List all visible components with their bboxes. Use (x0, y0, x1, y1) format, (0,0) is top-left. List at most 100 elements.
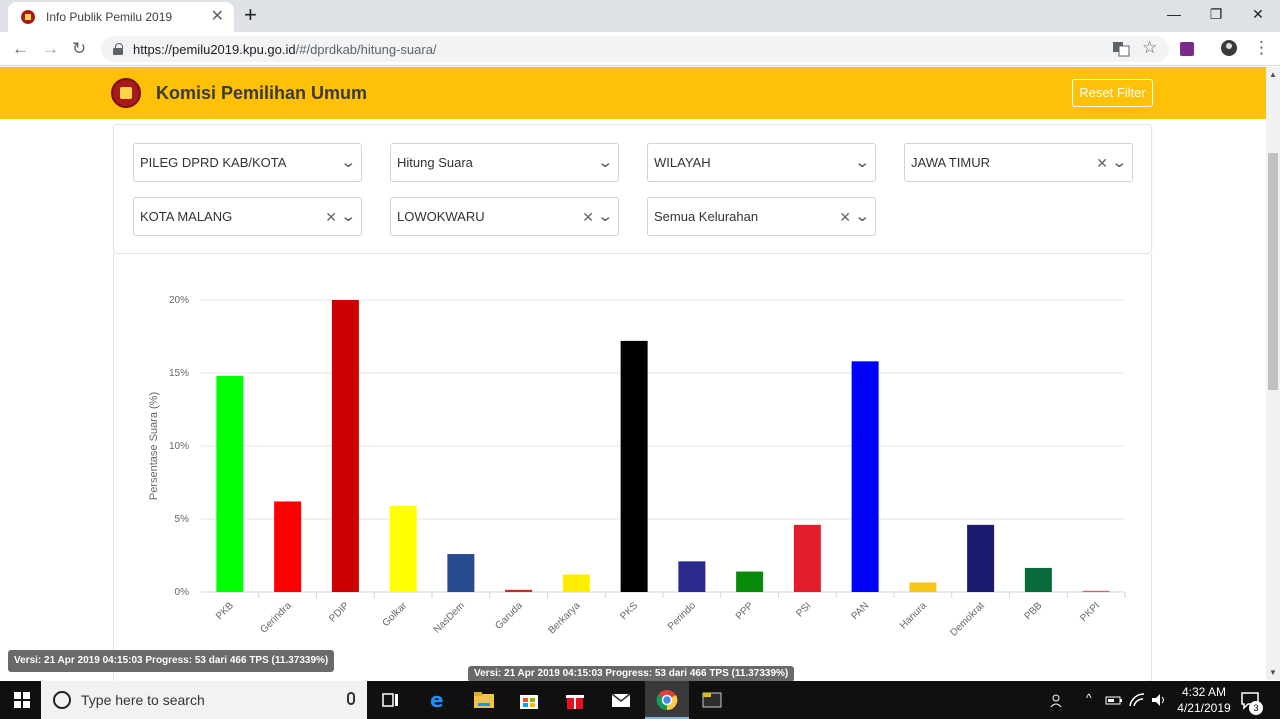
scrollbar-thumb[interactable] (1268, 153, 1278, 390)
reload-icon[interactable]: ↻ (72, 39, 87, 58)
people-icon[interactable] (1050, 689, 1066, 711)
action-center-icon[interactable] (1240, 689, 1260, 711)
version-tooltip: Versi: 21 Apr 2019 04:15:03 Progress: 53… (468, 666, 795, 682)
y-axis-label: Persentase Suara (%) (148, 392, 160, 500)
x-tick-label: PBB (1023, 600, 1045, 622)
bar-perindo (678, 561, 706, 592)
address-bar: ← → ↻ https://pemilu2019.kpu.go.id/#/dpr… (0, 32, 1280, 66)
version-badge: Versi: 21 Apr 2019 04:15:03 Progress: 53… (8, 650, 335, 672)
bar-garuda (505, 589, 533, 592)
bar-golkar (389, 505, 417, 592)
forward-icon[interactable]: → (42, 39, 59, 58)
battery-icon[interactable] (1105, 689, 1123, 711)
clear-icon[interactable]: ✕ (325, 209, 337, 225)
province-select[interactable]: JAWA TIMUR ✕ ⌄ (904, 143, 1133, 182)
x-tick-label: PAN (849, 600, 871, 622)
microphone-icon[interactable] (347, 692, 355, 705)
district-value: LOWOKWARU (397, 209, 485, 224)
mode-select[interactable]: Hitung Suara ⌄ (390, 143, 619, 182)
clock-date: 4/21/2019 (1177, 701, 1231, 715)
minimize-icon[interactable]: — (1167, 6, 1181, 22)
tray-chevron-up-icon[interactable]: ^ (1086, 691, 1092, 705)
store-icon[interactable] (518, 689, 540, 711)
province-value: JAWA TIMUR (911, 155, 990, 170)
scope-select[interactable]: WILAYAH ⌄ (647, 143, 876, 182)
x-tick-label: Hanura (898, 600, 929, 631)
svg-text:e: e (430, 689, 444, 711)
election-type-select[interactable]: PILEG DPRD KAB/KOTA ⌄ (133, 143, 362, 182)
gift-icon[interactable] (564, 689, 586, 711)
scroll-down-icon[interactable]: ▼ (1269, 668, 1277, 677)
y-tick-label: 5% (175, 514, 190, 525)
village-select[interactable]: Semua Kelurahan ✕ ⌄ (647, 197, 876, 236)
clear-icon[interactable]: ✕ (1096, 155, 1108, 171)
site-title: Komisi Pemilihan Umum (156, 83, 368, 103)
cortana-icon (53, 691, 71, 709)
window-close-icon[interactable]: ✕ (1252, 6, 1264, 22)
new-tab-icon[interactable]: + (244, 2, 257, 27)
bar-demokrat (967, 524, 995, 592)
vote-bar-chart: 0% 5% 10% 15% 20% Persentase Suara (%) PKB Geri… (148, 295, 1126, 639)
chrome-taskbar-button[interactable] (645, 681, 689, 719)
browser-tab-bar: Info Publik Pemilu 2019 ✕ + — ❐ ✕ (0, 0, 1280, 32)
bar-pkb (216, 375, 244, 592)
bookmark-star-icon[interactable]: ☆ (1142, 38, 1158, 57)
lock-icon (113, 43, 123, 55)
bar-nasdem (447, 554, 475, 592)
taskbar-search-input[interactable]: Type here to search (41, 681, 367, 719)
profile-avatar-icon[interactable] (1220, 39, 1238, 57)
x-tick-label: PKPI (1078, 600, 1102, 624)
translate-icon[interactable] (1112, 40, 1130, 58)
election-type-value: PILEG DPRD KAB/KOTA (140, 155, 287, 170)
chevron-down-icon: ⌄ (597, 208, 614, 225)
bar-pdip (331, 300, 359, 592)
y-tick-label: 20% (169, 295, 189, 306)
x-tick-label: PSI (794, 600, 813, 619)
system-clock[interactable]: 4:32 AM 4/21/2019 (1172, 684, 1236, 716)
clear-icon[interactable]: ✕ (582, 209, 594, 225)
chevron-down-icon: ⌄ (854, 154, 871, 171)
x-tick-label: NasDem (432, 600, 467, 635)
file-explorer-icon[interactable] (473, 689, 495, 711)
wifi-icon[interactable] (1128, 689, 1146, 711)
x-tick-label: Perindo (666, 600, 698, 632)
notification-count-badge: 3 (1249, 701, 1263, 715)
volume-icon[interactable] (1150, 689, 1168, 711)
clear-icon[interactable]: ✕ (839, 209, 851, 225)
chevron-down-icon: ⌄ (340, 208, 357, 225)
tab-close-icon[interactable]: ✕ (210, 8, 224, 25)
bar-psi (793, 524, 821, 592)
extension-icon[interactable] (1178, 40, 1196, 58)
scroll-up-icon[interactable]: ▲ (1269, 70, 1277, 79)
reset-filter-button[interactable]: Reset Filter (1072, 79, 1153, 107)
bar-berkarya (562, 574, 590, 592)
edge-icon[interactable]: e (427, 689, 449, 711)
menu-icon[interactable]: ⋮ (1253, 38, 1270, 57)
cmd-app-icon[interactable] (701, 689, 723, 711)
chart-panel: 0% 5% 10% 15% 20% Persentase Suara (%) PKB Geri… (113, 254, 1152, 694)
y-tick-label: 10% (169, 441, 189, 452)
task-view-icon[interactable] (380, 689, 402, 711)
bar-pbb (1024, 567, 1052, 592)
url-host: https://pemilu2019.kpu.go.id (133, 41, 296, 57)
browser-tab[interactable]: Info Publik Pemilu 2019 ✕ (8, 2, 234, 32)
bar-gerindra (274, 501, 302, 592)
chevron-down-icon: ⌄ (854, 208, 871, 225)
scope-value: WILAYAH (654, 155, 711, 170)
clock-time: 4:32 AM (1181, 685, 1227, 699)
district-select[interactable]: LOWOKWARU ✕ ⌄ (390, 197, 619, 236)
site-header: Komisi Pemilihan Umum Reset Filter (0, 67, 1268, 119)
bar-pan (851, 361, 879, 592)
city-select[interactable]: KOTA MALANG ✕ ⌄ (133, 197, 362, 236)
windows-start-icon[interactable] (14, 692, 30, 708)
mail-icon[interactable] (610, 689, 632, 711)
back-icon[interactable]: ← (12, 39, 29, 58)
bar-pkpi (1082, 590, 1110, 592)
url-input[interactable]: https://pemilu2019.kpu.go.id/#/dprdkab/h… (101, 36, 1169, 62)
x-tick-label: Gerindra (258, 600, 294, 636)
restore-icon[interactable]: ❐ (1209, 6, 1223, 22)
mode-value: Hitung Suara (397, 155, 473, 170)
bar-pks (620, 340, 648, 592)
chevron-down-icon: ⌄ (1111, 154, 1128, 171)
city-value: KOTA MALANG (140, 209, 233, 224)
